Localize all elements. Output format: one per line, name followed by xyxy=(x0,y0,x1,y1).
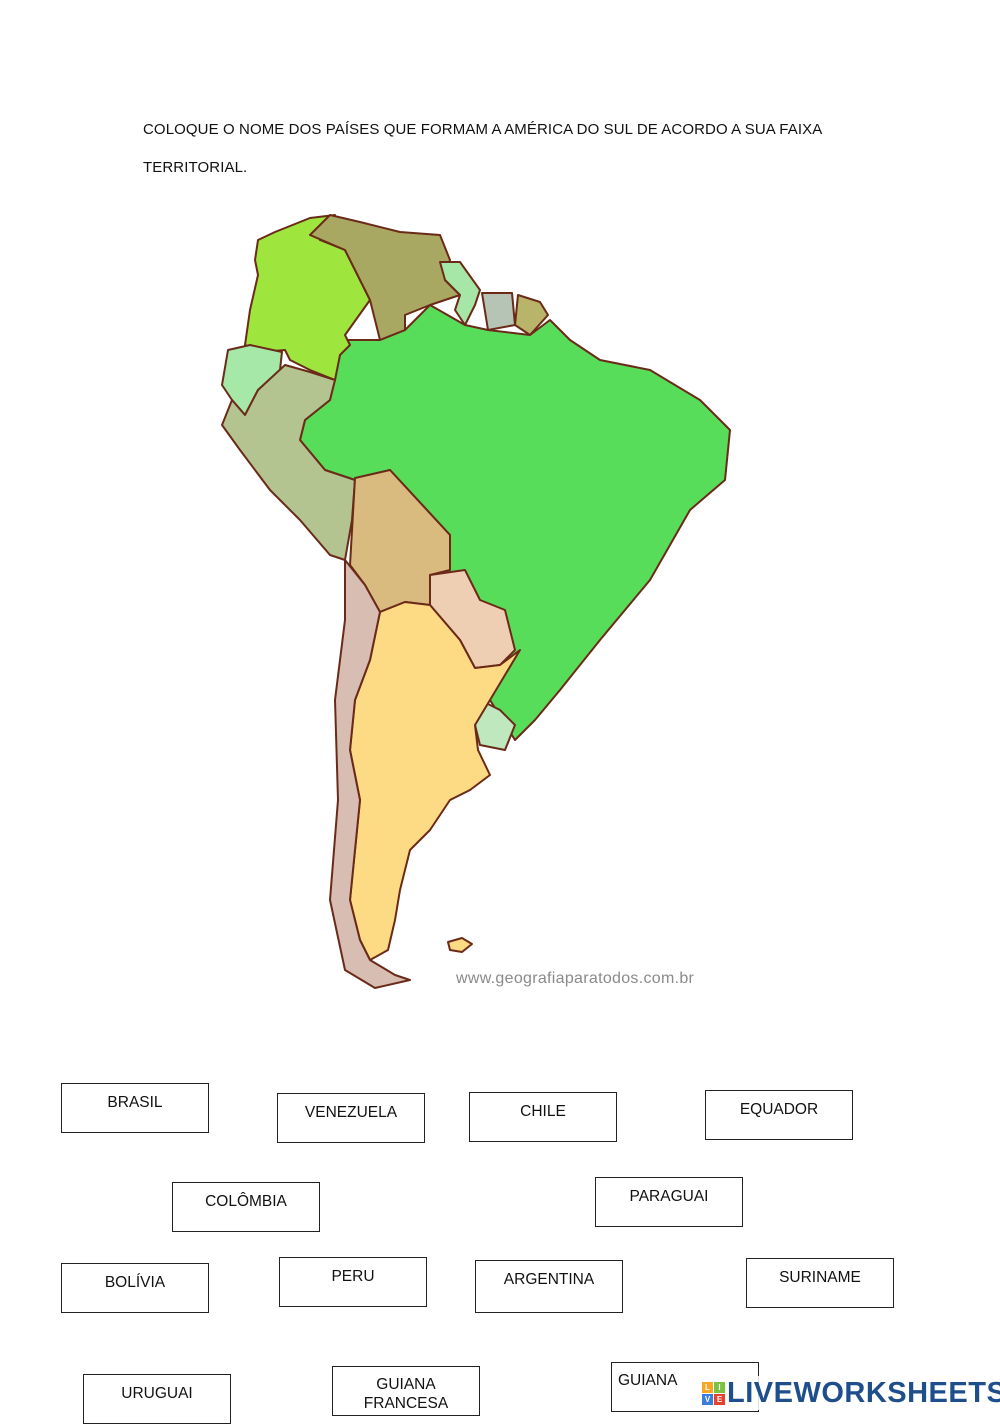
country-suriname xyxy=(481,292,516,331)
label-text: CHILE xyxy=(520,1103,566,1120)
country-guiana-francesa xyxy=(514,294,549,336)
label-box-equador[interactable]: EQUADOR xyxy=(705,1090,853,1140)
label-box-brasil[interactable]: BRASIL xyxy=(61,1083,209,1133)
label-text: GUIANA xyxy=(618,1372,678,1389)
label-text: EQUADOR xyxy=(739,1101,819,1118)
label-box-venezuela[interactable]: VENEZUELA xyxy=(277,1093,425,1143)
south-america-map xyxy=(221,214,731,989)
label-text: GUIANA FRANCESA xyxy=(363,1376,449,1412)
label-box-colombia[interactable]: COLÔMBIA xyxy=(172,1182,320,1232)
label-text: PARAGUAI xyxy=(629,1188,709,1205)
label-box-bolivia[interactable]: BOLÍVIA xyxy=(61,1263,209,1313)
instruction-line-2: TERRITORIAL. xyxy=(143,159,248,176)
label-box-guiana-francesa[interactable]: GUIANA FRANCESA xyxy=(332,1366,480,1416)
label-box-peru[interactable]: PERU xyxy=(279,1257,427,1307)
label-box-uruguai[interactable]: URUGUAI xyxy=(83,1374,231,1424)
instruction-line-1: COLOQUE O NOME DOS PAÍSES QUE FORMAM A A… xyxy=(143,121,823,138)
label-text: ARGENTINA xyxy=(503,1271,595,1288)
logo-text: LIVEWORKSHEETS xyxy=(727,1376,1000,1409)
country-peru xyxy=(221,364,356,561)
map-credit: www.geografiaparatodos.com.br xyxy=(456,970,695,987)
label-box-paraguai[interactable]: PARAGUAI xyxy=(595,1177,743,1227)
label-text: VENEZUELA xyxy=(304,1104,398,1121)
falkland-islands xyxy=(447,937,473,953)
label-box-argentina[interactable]: ARGENTINA xyxy=(475,1260,623,1313)
label-text: URUGUAI xyxy=(121,1385,193,1402)
country-guiana xyxy=(439,261,481,326)
label-text: SURINAME xyxy=(779,1269,861,1286)
label-box-suriname[interactable]: SURINAME xyxy=(746,1258,894,1308)
label-text: BRASIL xyxy=(107,1094,163,1111)
label-text: COLÔMBIA xyxy=(205,1193,287,1210)
label-box-chile[interactable]: CHILE xyxy=(469,1092,617,1142)
country-chile xyxy=(329,559,411,989)
label-text: PERU xyxy=(331,1268,375,1285)
label-text: BOLÍVIA xyxy=(104,1274,166,1291)
